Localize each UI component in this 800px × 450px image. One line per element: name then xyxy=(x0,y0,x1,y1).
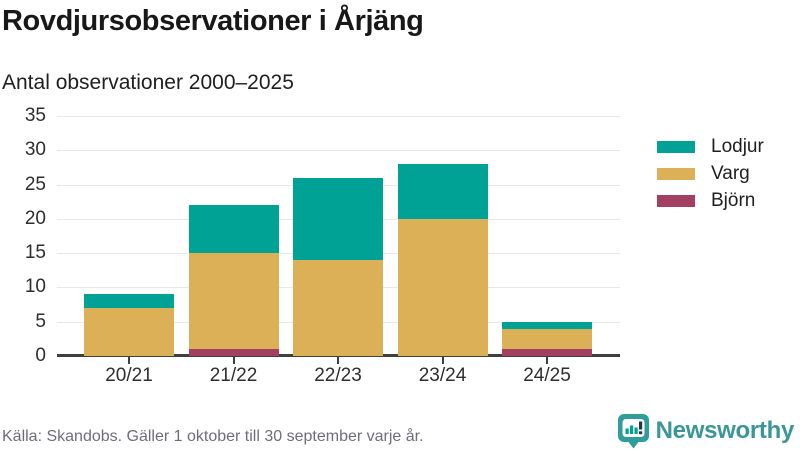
source-note: Källa: Skandobs. Gäller 1 oktober till 3… xyxy=(2,428,424,445)
bar-segment-björn-24-25 xyxy=(502,349,592,356)
bar-segment-lodjur-20-21 xyxy=(84,294,174,308)
bar-segment-varg-24-25 xyxy=(502,328,592,350)
y-tick-label-0: 0 xyxy=(35,345,46,366)
y-tick-label-35: 35 xyxy=(24,105,46,126)
bar-segment-varg-22-23 xyxy=(293,260,383,356)
legend-label-varg: Varg xyxy=(711,163,750,184)
x-tick-label-23-24: 23/24 xyxy=(418,365,467,386)
x-tick-label-22-23: 22/23 xyxy=(314,365,362,386)
bar-segment-björn-21-22 xyxy=(188,349,279,356)
x-tick-24-25 xyxy=(546,356,548,364)
x-tick-21-22 xyxy=(232,356,235,364)
legend-swatch-björn xyxy=(657,195,695,207)
bar-segment-lodjur-23-24 xyxy=(397,164,488,219)
legend-item-lodjur: Lodjur xyxy=(657,136,764,158)
x-tick-23-24 xyxy=(441,356,444,364)
plot-area: 20/21 21/22 22/23 23/24 24/25 xyxy=(57,116,620,386)
y-tick-label-10: 10 xyxy=(24,276,46,298)
bar-segment-varg-23-24 xyxy=(397,218,488,356)
x-tick-20-21 xyxy=(128,356,130,364)
newsworthy-bubble-chart-icon xyxy=(617,413,649,449)
newsworthy-wordmark: Newsworthy xyxy=(655,417,795,444)
gridline-y-30 xyxy=(57,150,620,152)
legend-swatch-varg xyxy=(657,168,695,180)
x-tick-label-24-25: 24/25 xyxy=(523,365,571,386)
legend-item-björn: Björn xyxy=(657,190,764,212)
newsworthy-logo[interactable]: Newsworthy xyxy=(617,413,795,449)
legend: Lodjur Varg Björn xyxy=(657,136,764,212)
y-tick-label-15: 15 xyxy=(24,242,46,264)
legend-label-björn: Björn xyxy=(711,190,756,211)
x-tick-label-21-22: 21/22 xyxy=(209,365,258,386)
chart-title: Rovdjursobservationer i Årjäng xyxy=(2,5,424,37)
bar-segment-lodjur-24-25 xyxy=(502,321,592,329)
y-axis: 0 5 10 15 20 25 30 35 xyxy=(0,106,46,366)
bar-segment-lodjur-21-22 xyxy=(188,205,279,254)
bar-segment-varg-20-21 xyxy=(84,308,174,356)
x-tick-22-23 xyxy=(337,356,339,364)
y-tick-label-25: 25 xyxy=(24,173,46,195)
legend-swatch-lodjur xyxy=(657,141,695,153)
y-tick-label-5: 5 xyxy=(35,310,46,332)
x-tick-label-20-21: 20/21 xyxy=(105,365,153,386)
bar-segment-lodjur-22-23 xyxy=(293,177,383,260)
chart-subtitle: Antal observationer 2000–2025 xyxy=(2,71,294,94)
legend-item-varg: Varg xyxy=(657,163,764,185)
bar-segment-varg-21-22 xyxy=(188,253,279,350)
gridline-y-35 xyxy=(57,116,620,117)
legend-label-lodjur: Lodjur xyxy=(711,136,764,157)
y-tick-label-20: 20 xyxy=(24,207,46,229)
y-tick-label-30: 30 xyxy=(24,139,46,161)
